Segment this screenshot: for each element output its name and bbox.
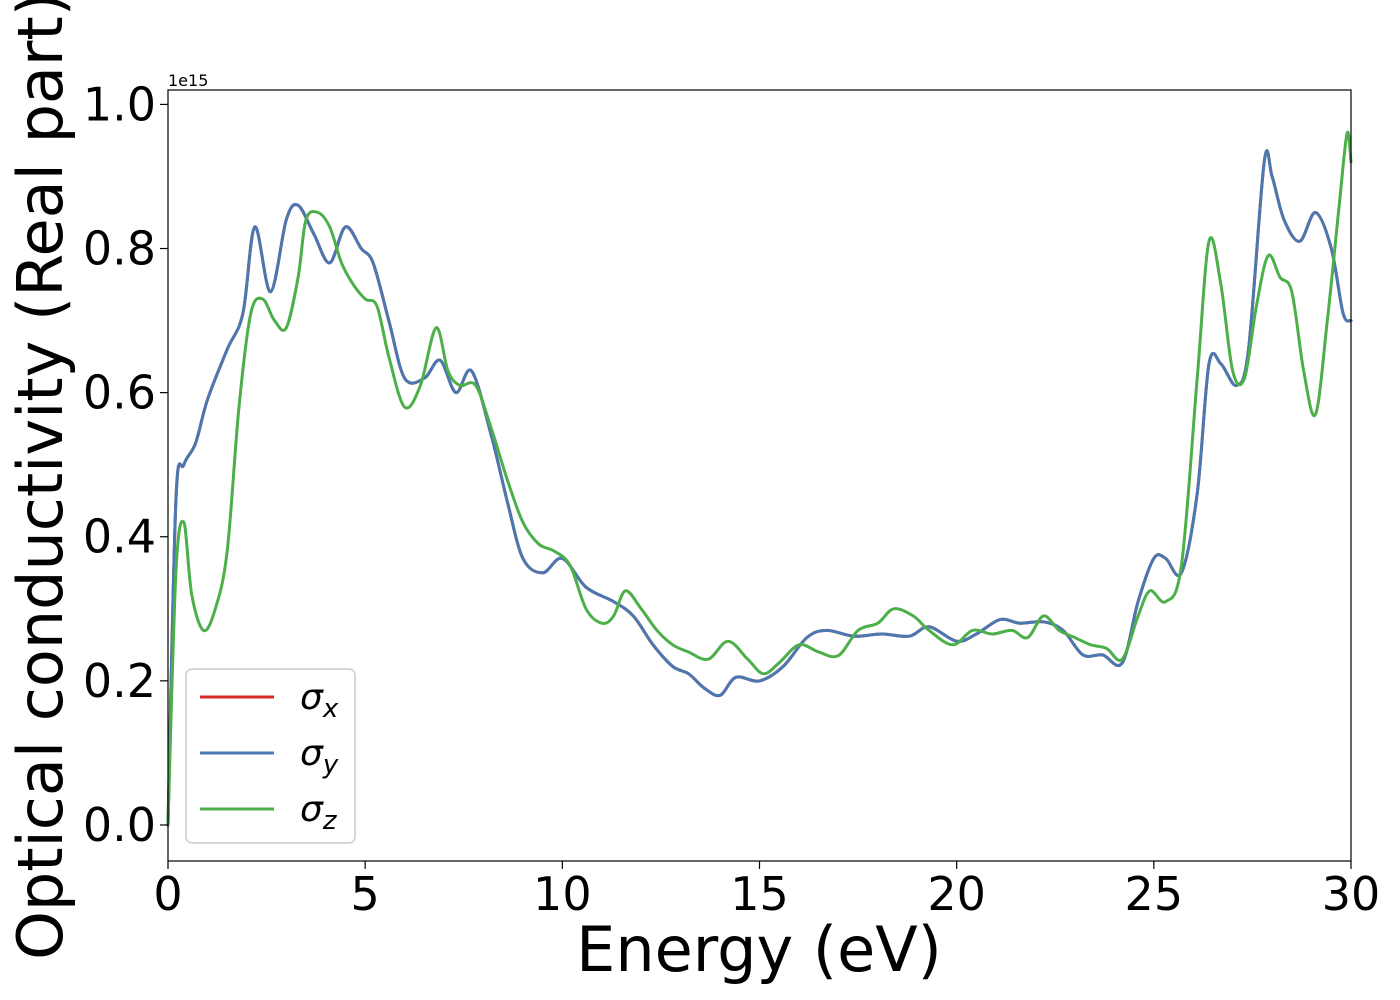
- y-tick-label: 0.6: [83, 366, 156, 420]
- x-tick-label: 25: [1125, 867, 1184, 921]
- y-tick-label: 0.0: [83, 798, 156, 852]
- series-layer: [166, 130, 1353, 827]
- x-tick-label: 5: [351, 867, 380, 921]
- series-line-sigma-z: [166, 130, 1353, 827]
- x-tick-label: 20: [927, 867, 986, 921]
- y-tick-label: 1.0: [83, 77, 156, 131]
- y-tick-label: 0.4: [83, 510, 156, 564]
- y-axis: 0.0 0.2 0.4 0.6 0.8 1.0: [83, 77, 168, 852]
- plot-area: [168, 90, 1351, 861]
- x-tick-label: 0: [153, 867, 182, 921]
- y-tick-label: 0.2: [83, 654, 156, 708]
- x-axis-label: Energy (eV): [576, 913, 942, 986]
- x-tick-label: 15: [730, 867, 789, 921]
- legend-label-subscript: x: [322, 694, 339, 724]
- y-tick-label: 0.8: [83, 222, 156, 276]
- x-tick-label: 10: [533, 867, 592, 921]
- legend-label-subscript: y: [322, 750, 339, 780]
- legend-label-subscript: z: [322, 806, 338, 836]
- y-offset-label: 1e15: [168, 71, 208, 90]
- y-axis-label: Optical conductivity (Real part): [4, 0, 77, 960]
- x-tick-label: 30: [1322, 867, 1381, 921]
- x-axis: 0 5 10 15 20 25 30: [153, 861, 1380, 921]
- legend-box: [185, 668, 356, 844]
- series-line-sigma-y: [166, 149, 1353, 827]
